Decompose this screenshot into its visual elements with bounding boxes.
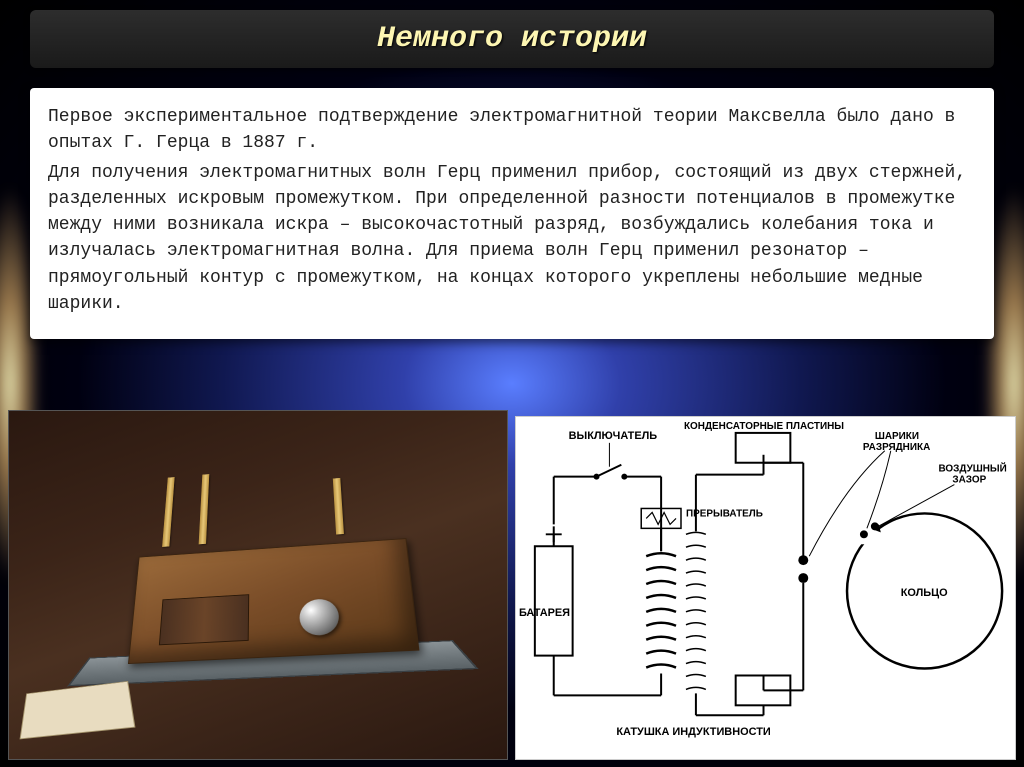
interrupter-label: ПРЕРЫВАТЕЛЬ xyxy=(686,508,763,519)
spark-ball-bottom xyxy=(798,573,808,583)
brass-post xyxy=(162,477,175,547)
paragraph-1: Первое экспериментальное подтверждение э… xyxy=(48,104,976,156)
spark-ball-top xyxy=(798,555,808,565)
brass-post xyxy=(333,478,344,535)
ring-label: КОЛЬЦО xyxy=(901,587,948,599)
spark-leader-ring xyxy=(867,451,891,529)
photo-background xyxy=(8,410,508,760)
circuit-diagram: БАТАРЕЯ ВЫКЛЮЧАТЕЛЬ КАТУШКА ИНДУКТИВНОСТ… xyxy=(515,416,1016,760)
coil-unit xyxy=(159,594,249,645)
airgap-leader xyxy=(873,485,955,530)
battery-rect xyxy=(535,546,573,655)
inductor-secondary xyxy=(686,532,706,689)
capacitor-label: КОНДЕНСАТОРНЫЕ ПЛАСТИНЫ xyxy=(684,421,844,432)
battery-label: БАТАРЕЯ xyxy=(519,607,570,619)
slide-title: Немного истории xyxy=(377,22,647,56)
switch-label: ВЫКЛЮЧАТЕЛЬ xyxy=(569,430,658,442)
brass-post xyxy=(199,474,210,544)
museum-placard xyxy=(20,681,136,739)
inductor-label-1: КАТУШКА ИНДУКТИВНОСТИ xyxy=(616,726,771,738)
title-bar: Немного истории xyxy=(30,10,994,68)
diagram-svg: БАТАРЕЯ ВЫКЛЮЧАТЕЛЬ КАТУШКА ИНДУКТИВНОСТ… xyxy=(516,417,1015,759)
museum-photo xyxy=(8,410,508,760)
hertz-apparatus xyxy=(95,503,446,695)
text-panel: Первое экспериментальное подтверждение э… xyxy=(30,88,994,339)
inductor-primary xyxy=(646,553,676,667)
air-gap-label: ВОЗДУШНЫЙ ЗАЗОР xyxy=(938,463,1009,486)
ring-ball xyxy=(860,530,868,538)
paragraph-2: Для получения электромагнитных волн Герц… xyxy=(48,160,976,317)
spark-balls-label: ШАРИКИ РАЗРЯДНИКА xyxy=(863,431,930,453)
